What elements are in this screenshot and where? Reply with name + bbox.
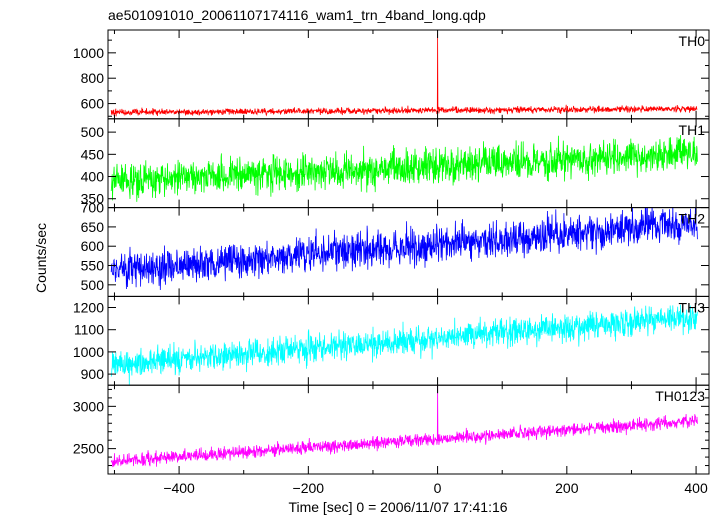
y-tick-label: 650 [81, 219, 105, 235]
panel-frame-th3 [107, 295, 710, 386]
series-label-th3: TH3 [679, 299, 706, 315]
y-tick-label: 350 [81, 191, 105, 207]
x-tick-label: 0 [434, 480, 442, 496]
y-axis-label: Counts/sec [33, 223, 49, 293]
y-tick-label: 1200 [73, 300, 104, 316]
series-label-th0123: TH0123 [655, 388, 705, 404]
series-trace-th1 [110, 134, 698, 202]
chart-title: ae501091010_20061107174116_wam1_trn_4ban… [108, 7, 486, 23]
series-label-th0: TH0 [679, 33, 706, 49]
y-tick-label: 500 [81, 124, 105, 140]
y-tick-label: 500 [81, 277, 105, 293]
y-tick-label: 2500 [73, 441, 104, 457]
y-tick-label: 3000 [73, 398, 104, 414]
series-label-th1: TH1 [679, 122, 706, 138]
x-axis-label: Time [sec] 0 = 2006/11/07 17:41:16 [288, 499, 507, 515]
series-trace-th0123 [110, 385, 698, 468]
y-tick-label: 800 [81, 70, 105, 86]
y-tick-label: 1000 [73, 45, 104, 61]
x-tick-label: −200 [293, 480, 325, 496]
panel-frame-th0 [107, 29, 710, 120]
series-trace-th0 [110, 33, 698, 117]
y-tick-label: 1000 [73, 344, 104, 360]
chart-panels: 600 800 1000 TH0 350 400 450 500 TH1 500 550 600 650… [73, 29, 710, 496]
series-trace-th2 [110, 207, 698, 291]
y-tick-label: 550 [81, 258, 105, 274]
y-tick-label: 600 [81, 238, 105, 254]
y-tick-label: 900 [81, 366, 105, 382]
x-tick-label: 400 [684, 480, 708, 496]
y-tick-label: 400 [81, 169, 105, 185]
y-tick-label: 450 [81, 146, 105, 162]
x-tick-label: 200 [555, 480, 579, 496]
y-tick-label: 1100 [74, 322, 104, 338]
panel-frame-th0123 [107, 384, 710, 475]
series-trace-th3 [110, 304, 698, 385]
x-tick-label: −400 [163, 480, 195, 496]
y-tick-label: 600 [81, 96, 105, 112]
series-label-th2: TH2 [679, 211, 706, 227]
y-tick-label: 700 [81, 200, 105, 216]
